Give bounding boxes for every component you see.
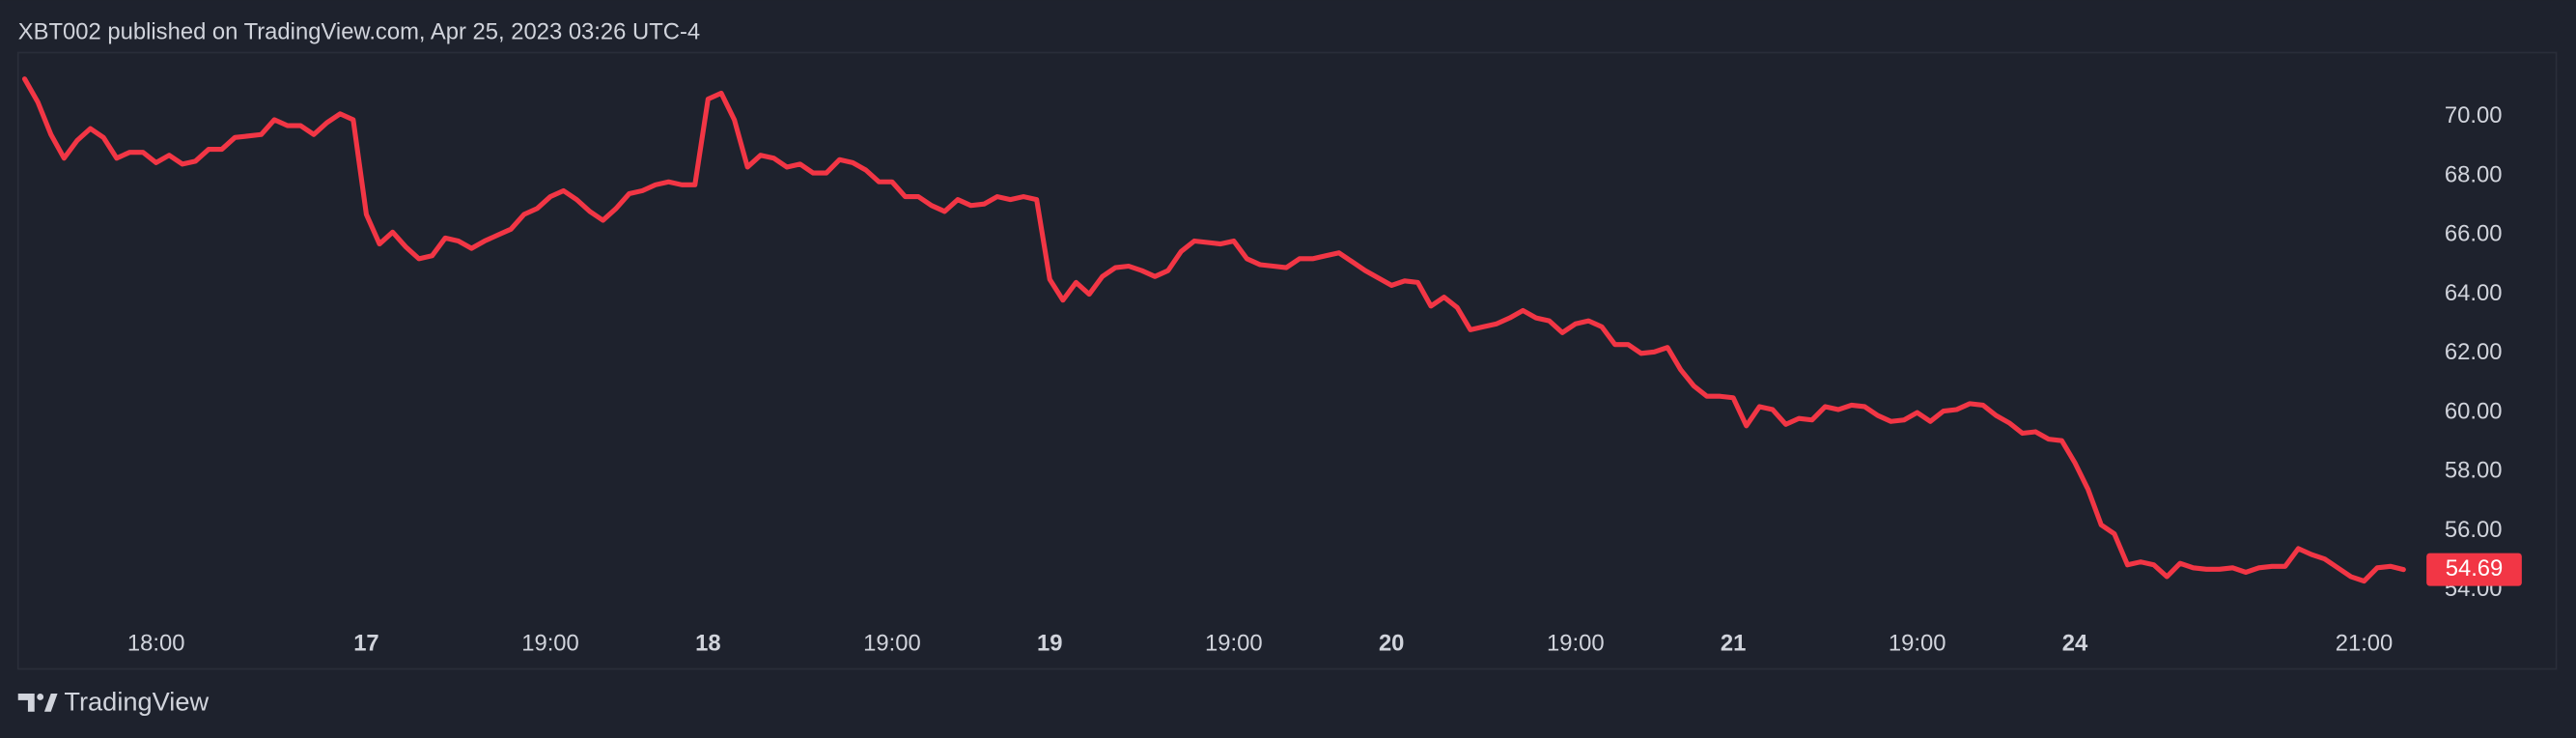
x-tick-label: 24 (2062, 630, 2088, 656)
chart-title: XBT002 published on TradingView.com, Apr… (18, 18, 700, 44)
y-tick-label: 66.00 (2445, 221, 2503, 247)
y-tick-label: 60.00 (2445, 398, 2503, 424)
last-price-box (2426, 553, 2522, 586)
x-tick-label: 21 (1721, 630, 1747, 656)
y-tick-label: 68.00 (2445, 161, 2503, 187)
x-tick-label: 17 (353, 630, 379, 656)
y-tick-label: 58.00 (2445, 458, 2503, 484)
brand-logo (17, 694, 58, 712)
x-tick-label: 19:00 (521, 630, 579, 656)
x-tick-label: 19 (1037, 630, 1063, 656)
x-tick-label: 18:00 (127, 630, 185, 656)
x-tick-label: 18 (695, 630, 721, 656)
price-line (21, 76, 2406, 584)
x-tick-label: 19:00 (1547, 630, 1605, 656)
brand-name: TradingView (64, 686, 209, 716)
y-tick-label: 62.00 (2445, 339, 2503, 365)
y-tick-label: 64.00 (2445, 280, 2503, 306)
y-tick-label: 70.00 (2445, 102, 2503, 128)
x-tick-label: 19:00 (1205, 630, 1263, 656)
x-tick-label: 21:00 (2336, 630, 2394, 656)
y-tick-label: 56.00 (2445, 517, 2503, 543)
chart-frame (16, 51, 2558, 670)
x-tick-label: 20 (1379, 630, 1405, 656)
x-tick-label: 19:00 (863, 630, 921, 656)
last-price-label: 54.69 (2446, 555, 2504, 582)
x-tick-label: 19:00 (1889, 630, 1946, 656)
